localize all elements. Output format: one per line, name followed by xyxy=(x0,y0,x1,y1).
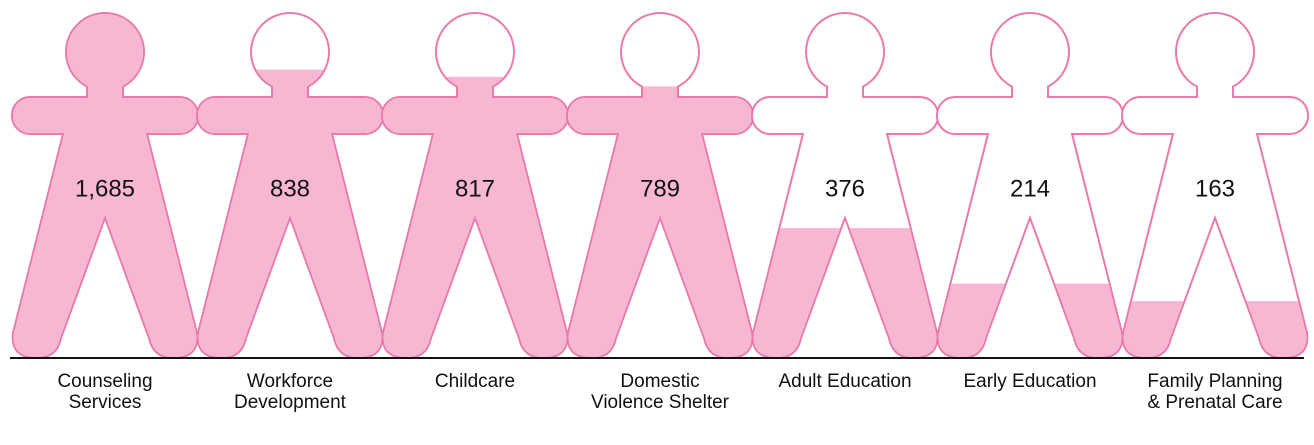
category-label: Domestic Violence Shelter xyxy=(590,371,730,413)
category-label: Counseling Services xyxy=(57,371,153,413)
value-label: 214 xyxy=(1010,175,1050,202)
category-label: Childcare xyxy=(434,371,516,392)
value-label: 838 xyxy=(270,175,310,202)
value-label: 1,685 xyxy=(75,175,135,202)
figure-fill xyxy=(568,86,752,357)
figure: 376 xyxy=(751,12,939,360)
figure: 838 xyxy=(196,12,384,360)
figure: 1,685 xyxy=(11,12,199,360)
value-label: 817 xyxy=(455,175,495,202)
figure: 214 xyxy=(936,12,1124,360)
figure-fill xyxy=(198,69,382,357)
category-label: Workforce Development xyxy=(234,371,346,413)
category-label: Early Education xyxy=(963,371,1097,392)
category-label: Adult Education xyxy=(778,371,912,392)
figure: 789 xyxy=(566,12,754,360)
figure: 817 xyxy=(381,12,569,360)
figure-fill xyxy=(1123,301,1307,357)
figure-fill xyxy=(938,283,1122,357)
figure: 163 xyxy=(1121,12,1309,360)
value-label: 376 xyxy=(825,175,865,202)
category-label: Family Planning & Prenatal Care xyxy=(1147,371,1283,413)
value-label: 789 xyxy=(640,175,680,202)
value-label: 163 xyxy=(1195,175,1235,202)
